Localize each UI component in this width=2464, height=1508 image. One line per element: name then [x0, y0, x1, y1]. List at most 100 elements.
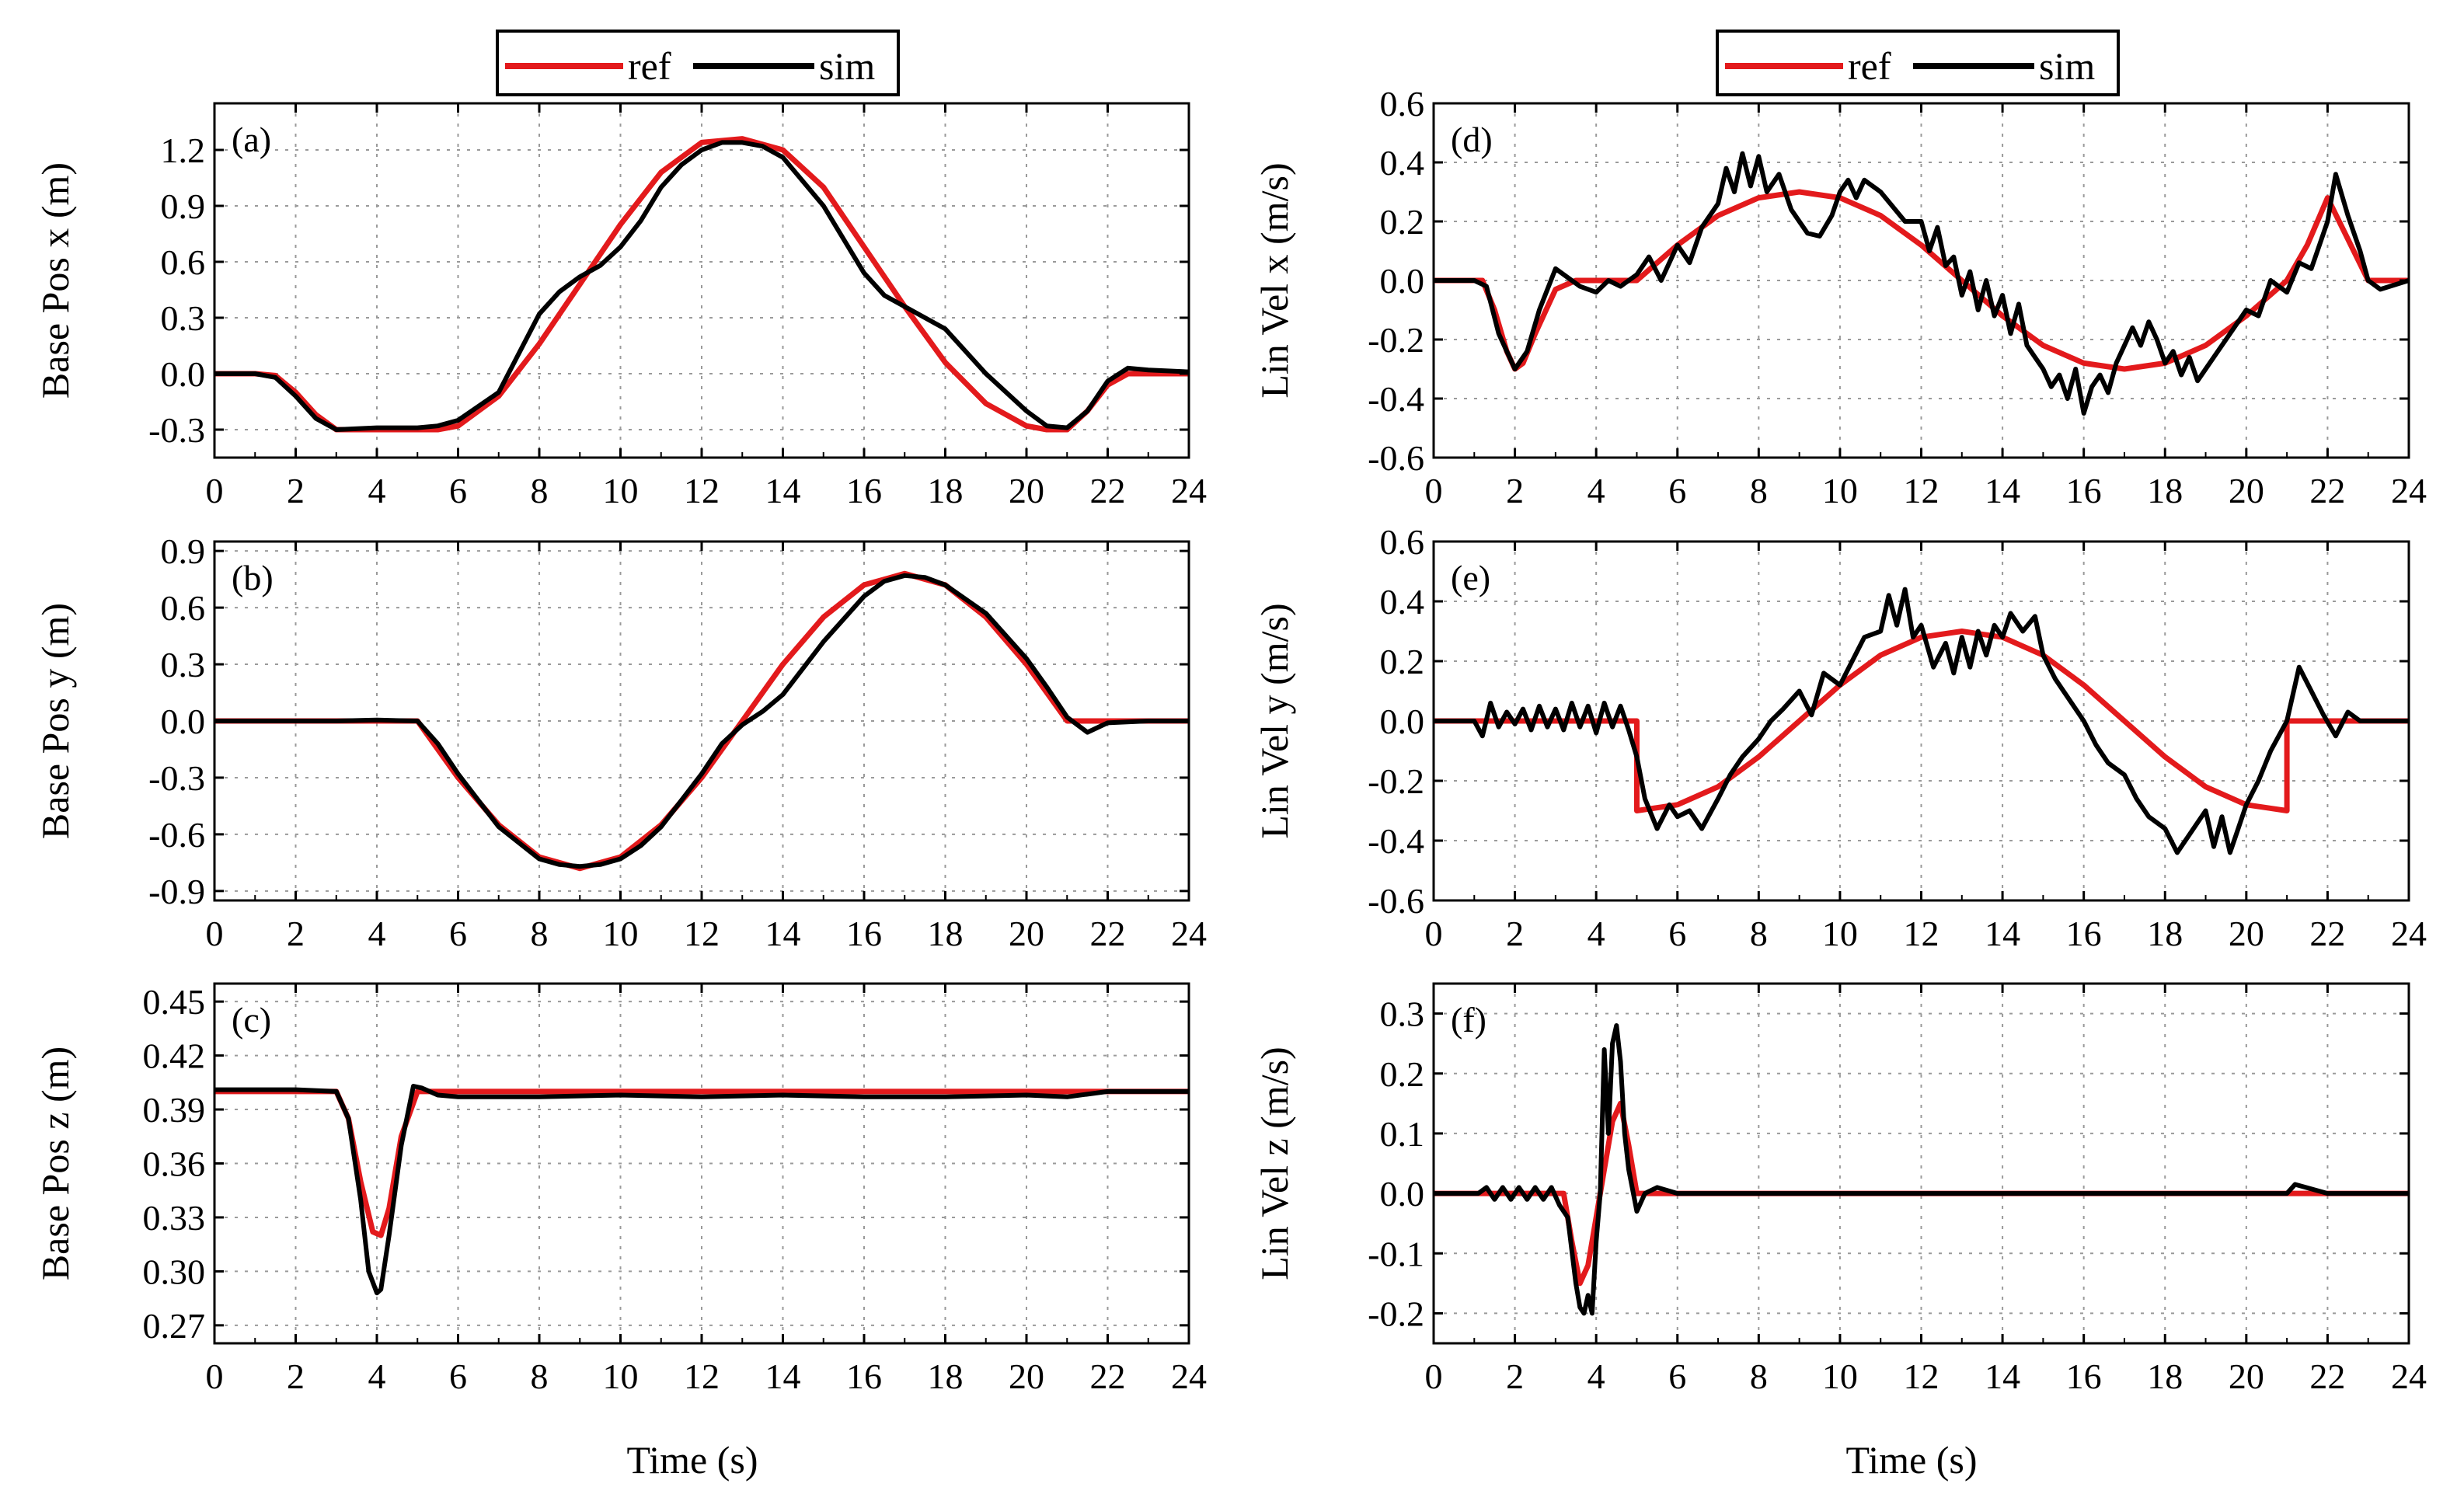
legend-ref-label: ref: [1848, 44, 1891, 88]
x-tick-label: 0: [1425, 914, 1443, 953]
x-tick-label: 24: [1171, 1357, 1207, 1396]
panel-tag: (a): [232, 120, 271, 159]
x-tick-label: 16: [846, 914, 882, 953]
x-tick-label: 24: [1171, 914, 1207, 953]
x-tick-label: 6: [1668, 914, 1686, 953]
x-tick-label: 8: [531, 471, 549, 510]
y-tick-label: 0.6: [1380, 522, 1425, 562]
y-tick-label: -0.2: [1368, 761, 1424, 801]
y-tick-label: 0.3: [1380, 994, 1425, 1034]
x-tick-label: 16: [2066, 471, 2102, 510]
x-tick-label: 2: [1506, 1357, 1524, 1396]
y-tick-label: -0.3: [148, 410, 205, 450]
x-tick-label: 22: [2309, 914, 2345, 953]
y-tick-label: 0.6: [1380, 84, 1425, 124]
y-tick-label: 0.33: [143, 1198, 206, 1238]
x-tick-label: 4: [368, 471, 386, 510]
y-tick-label: -0.1: [1368, 1234, 1424, 1273]
y-tick-label: -0.9: [148, 872, 205, 911]
series-line-sim: [214, 573, 1189, 869]
x-tick-label: 16: [846, 471, 882, 510]
x-tick-label: 20: [2229, 471, 2264, 510]
y-tick-label: 0.4: [1380, 582, 1425, 622]
x-tick-label: 22: [2309, 1357, 2345, 1396]
x-tick-label: 6: [449, 471, 467, 510]
y-axis-title: Lin Vel z (m/s): [1253, 1047, 1296, 1280]
x-tick-label: 6: [1668, 1357, 1686, 1396]
x-tick-label: 20: [1009, 914, 1044, 953]
y-tick-label: 0.2: [1380, 1054, 1425, 1094]
y-tick-label: -0.6: [1368, 881, 1424, 921]
y-tick-label: 0.0: [1380, 702, 1425, 741]
y-tick-label: 0.9: [161, 531, 206, 571]
y-tick-label: 0.6: [161, 588, 206, 628]
panel-tag: (d): [1451, 120, 1493, 159]
x-tick-label: 12: [684, 1357, 720, 1396]
y-tick-label: -0.6: [1368, 438, 1424, 478]
x-tick-label: 20: [2229, 1357, 2264, 1396]
x-tick-label: 10: [1822, 1357, 1858, 1396]
y-tick-label: -0.2: [1368, 320, 1424, 360]
y-tick-label: 0.42: [143, 1036, 206, 1076]
series-line-ref: [1434, 629, 2409, 813]
x-tick-label: 0: [1425, 471, 1443, 510]
x-tick-label: 4: [1587, 914, 1605, 953]
x-tick-label: 0: [1425, 1357, 1443, 1396]
panel-tag: (e): [1451, 558, 1490, 597]
x-tick-label: 22: [1090, 914, 1126, 953]
y-tick-label: 0.30: [143, 1252, 206, 1291]
x-tick-label: 0: [206, 1357, 224, 1396]
x-tick-label: 8: [531, 1357, 549, 1396]
x-tick-label: 18: [928, 1357, 964, 1396]
y-axis-title: Base Pos x (m): [33, 162, 77, 399]
y-tick-label: 0.4: [1380, 143, 1425, 183]
legend-sim-label: sim: [819, 44, 875, 88]
panel-c: 0 2 4 6 8 10 12 14 16 18 20 22 240.270.300.330.360.3…: [33, 982, 1207, 1396]
panel-tag: (b): [232, 558, 274, 597]
x-tick-label: 18: [928, 471, 964, 510]
panel-a: 0 2 4 6 8 10 12 14 16 18 20 22 24-0.30.00.30.60.91.2…: [33, 102, 1207, 510]
x-tick-label: 0: [206, 471, 224, 510]
x-tick-label: 18: [2147, 1357, 2183, 1396]
x-tick-label: 8: [531, 914, 549, 953]
x-tick-label: 4: [368, 1357, 386, 1396]
x-tick-label: 8: [1750, 471, 1768, 510]
y-tick-label: -0.6: [148, 815, 205, 855]
y-tick-label: 0.27: [143, 1306, 206, 1346]
y-tick-label: 0.0: [161, 702, 206, 741]
y-tick-label: -0.3: [148, 758, 205, 798]
x-tick-label: 6: [449, 1357, 467, 1396]
y-axis-title: Lin Vel x (m/s): [1253, 162, 1296, 398]
x-tick-label: 14: [765, 471, 801, 510]
y-tick-label: 1.2: [161, 131, 206, 170]
legend-ref-label: ref: [628, 44, 671, 88]
y-tick-label: 0.36: [143, 1144, 206, 1184]
x-tick-label: 10: [603, 1357, 639, 1396]
x-tick-label: 16: [846, 1357, 882, 1396]
y-tick-label: 0.39: [143, 1090, 206, 1130]
x-tick-label: 12: [684, 471, 720, 510]
x-tick-label: 14: [1985, 471, 2020, 510]
y-tick-label: 0.2: [1380, 642, 1425, 681]
y-tick-label: 0.1: [1380, 1114, 1425, 1154]
x-tick-label: 20: [1009, 1357, 1044, 1396]
x-tick-label: 16: [2066, 1357, 2102, 1396]
series-line-sim: [1434, 587, 2409, 855]
x-tick-label: 2: [1506, 471, 1524, 510]
y-tick-label: 0.45: [143, 982, 206, 1022]
x-tick-label: 22: [2309, 471, 2345, 510]
x-tick-label: 6: [1668, 471, 1686, 510]
x-tick-label: 8: [1750, 1357, 1768, 1396]
x-tick-label: 16: [2066, 914, 2102, 953]
y-tick-label: -0.2: [1368, 1294, 1424, 1333]
x-tick-label: 22: [1090, 1357, 1126, 1396]
plot-area: [1434, 984, 2409, 1343]
series-line-sim: [214, 1084, 1189, 1296]
x-tick-label: 8: [1750, 914, 1768, 953]
legend-right: ref sim: [1716, 30, 2120, 96]
x-tick-label: 10: [1822, 914, 1858, 953]
x-tick-label: 12: [1904, 914, 1939, 953]
x-tick-label: 14: [1985, 914, 2020, 953]
y-tick-label: 0.3: [161, 298, 206, 338]
